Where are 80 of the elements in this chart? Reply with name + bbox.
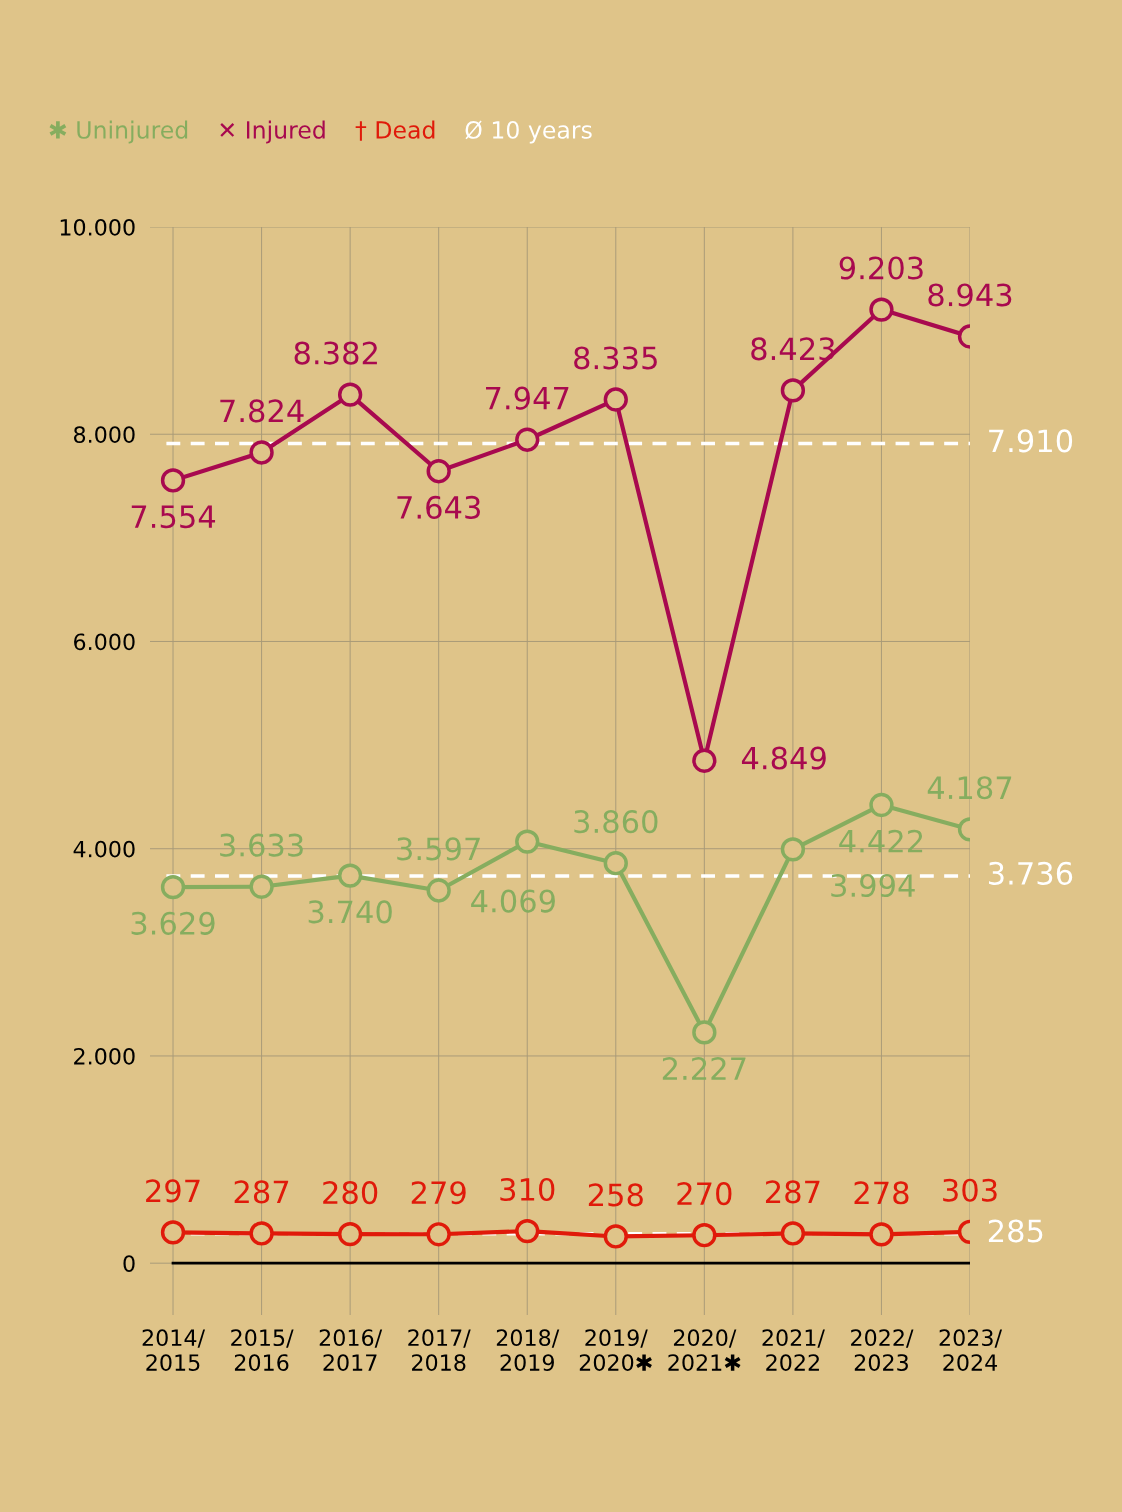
point: [337, 382, 363, 407]
data-label: 4.187: [927, 776, 1012, 800]
ref-line-label: 285: [988, 1219, 1043, 1243]
x-tick-label: 2016/ 2017: [319, 1329, 383, 1371]
point: [603, 387, 628, 412]
point: [426, 459, 451, 484]
point: [426, 878, 451, 903]
data-label: 297: [146, 1179, 200, 1203]
x-tick-label: 2021/ 2022: [762, 1329, 825, 1371]
x-tick-label: 2023/ 2024: [939, 1329, 1003, 1371]
y-tick-label: 4.000: [73, 840, 135, 858]
data-label: 7.824: [220, 399, 304, 423]
point: [249, 1221, 274, 1246]
data-label: 258: [588, 1183, 643, 1207]
data-label: 9.203: [839, 256, 923, 280]
y-tick-label: 8.000: [74, 426, 135, 443]
data-label: 270: [677, 1182, 732, 1206]
point: [160, 1220, 186, 1245]
point: [337, 863, 363, 888]
data-label: 8.382: [294, 341, 377, 365]
text: † Dead: [355, 120, 435, 141]
point: [160, 875, 186, 900]
point: [160, 468, 186, 493]
data-label: 287: [234, 1180, 289, 1204]
point: [426, 1222, 451, 1247]
text: ✕ Injured: [220, 120, 325, 144]
ref-line-label: 7.910: [989, 429, 1073, 453]
point: [515, 829, 540, 854]
data-label: 3.633: [220, 833, 303, 857]
point: [692, 1020, 717, 1045]
point: [780, 837, 806, 862]
data-label: 4.849: [741, 746, 826, 770]
data-label: 303: [943, 1178, 997, 1202]
point: [515, 427, 540, 452]
point: [869, 1222, 894, 1247]
data-label: 8.335: [574, 346, 657, 370]
y-tick-label: 6.000: [74, 633, 135, 651]
x-tick-label: 2017/ 2018: [408, 1329, 471, 1371]
data-label: 278: [854, 1181, 909, 1205]
x-tick-label: 2014/ 2015: [142, 1329, 206, 1371]
point: [249, 874, 274, 899]
x-tick-label: 2020/ 2021✱: [668, 1329, 741, 1371]
data-label: 8.943: [928, 283, 1012, 307]
data-label: 310: [500, 1177, 555, 1202]
text: ✱ Uninjured: [49, 120, 188, 144]
x-tick-label: 2019/ 2020✱: [579, 1329, 652, 1371]
data-label: 3.860: [574, 810, 658, 834]
point: [780, 1221, 806, 1246]
data-label: 280: [323, 1181, 378, 1205]
y-tick-label: 10.000: [60, 218, 135, 236]
point: [515, 1218, 540, 1244]
data-label: 279: [411, 1181, 466, 1205]
x-tick-label: 2018/ 2019: [496, 1329, 560, 1371]
point: [780, 378, 806, 403]
data-label: 4.422: [839, 829, 923, 853]
point: [869, 297, 894, 322]
point: [869, 792, 894, 818]
data-label: 4.069: [471, 889, 555, 913]
point: [603, 1224, 628, 1249]
data-label: 7.643: [397, 495, 480, 519]
y-tick-label: 0: [123, 1255, 135, 1272]
x-tick-label: 2022/ 2023: [851, 1329, 914, 1371]
x-tick-label: 2015/ 2016: [231, 1329, 294, 1371]
point: [603, 851, 628, 876]
data-label: 3.994: [831, 873, 915, 898]
data-label: 7.554: [131, 505, 216, 529]
data-label: 3.597: [397, 837, 480, 861]
data-label: 8.423: [751, 337, 835, 361]
data-label: 3.629: [131, 911, 215, 935]
point: [692, 748, 717, 773]
data-label: 3.740: [308, 900, 392, 924]
point: [337, 1222, 363, 1247]
data-label: 2.227: [662, 1057, 746, 1080]
text: Ø 10 years: [465, 120, 592, 144]
data-label: 287: [765, 1180, 820, 1204]
point: [249, 440, 274, 465]
ref-line-label: 3.736: [989, 861, 1073, 885]
data-label: 7.947: [486, 386, 569, 410]
y-tick-label: 2.000: [74, 1047, 135, 1065]
point: [692, 1223, 717, 1248]
